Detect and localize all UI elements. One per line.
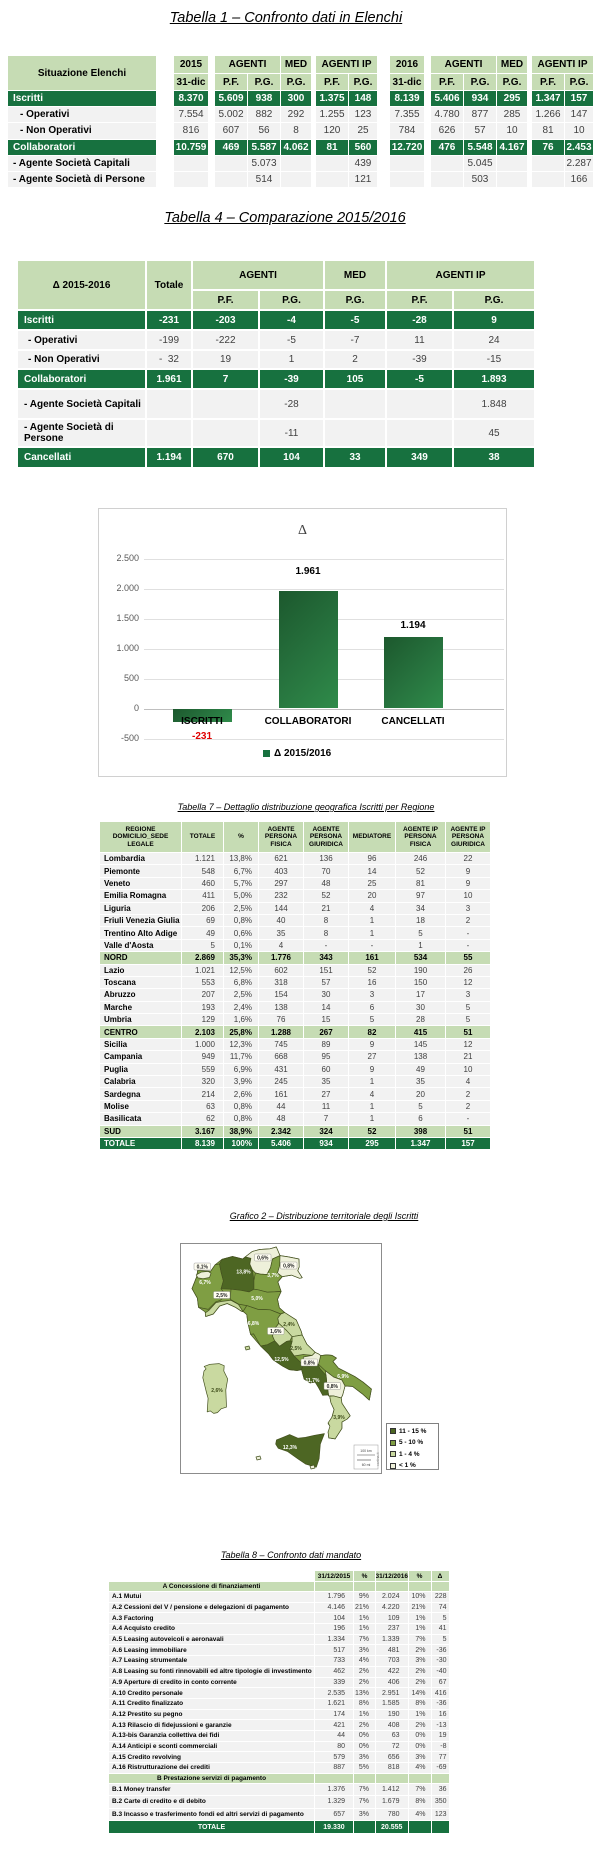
svg-text:2,5%: 2,5% [216, 1293, 228, 1299]
svg-text:2,5%: 2,5% [290, 1346, 302, 1352]
svg-text:cartina-it: cartina-it [376, 1453, 380, 1466]
svg-text:1,6%: 1,6% [270, 1329, 282, 1335]
svg-text:13,8%: 13,8% [236, 1270, 251, 1276]
svg-text:0,6%: 0,6% [257, 1255, 269, 1261]
svg-text:11,7%: 11,7% [306, 1378, 320, 1384]
svg-text:0,1%: 0,1% [197, 1264, 209, 1270]
svg-text:2,6%: 2,6% [211, 1388, 223, 1394]
svg-text:5,0%: 5,0% [251, 1296, 263, 1302]
svg-text:6,8%: 6,8% [248, 1321, 260, 1327]
svg-text:0,8%: 0,8% [327, 1384, 339, 1390]
svg-text:6,7%: 6,7% [199, 1280, 211, 1286]
svg-text:0,8%: 0,8% [283, 1263, 295, 1269]
svg-text:2,4%: 2,4% [283, 1322, 295, 1328]
svg-text:12,3%: 12,3% [283, 1445, 298, 1451]
svg-text:3,9%: 3,9% [333, 1415, 345, 1421]
svg-text:3,7%: 3,7% [267, 1273, 279, 1279]
svg-text:100 km: 100 km [360, 1449, 372, 1453]
svg-text:12,5%: 12,5% [274, 1357, 289, 1363]
svg-text:60 mi: 60 mi [362, 1463, 371, 1467]
svg-text:0,8%: 0,8% [304, 1360, 316, 1366]
svg-text:6,9%: 6,9% [337, 1374, 349, 1380]
